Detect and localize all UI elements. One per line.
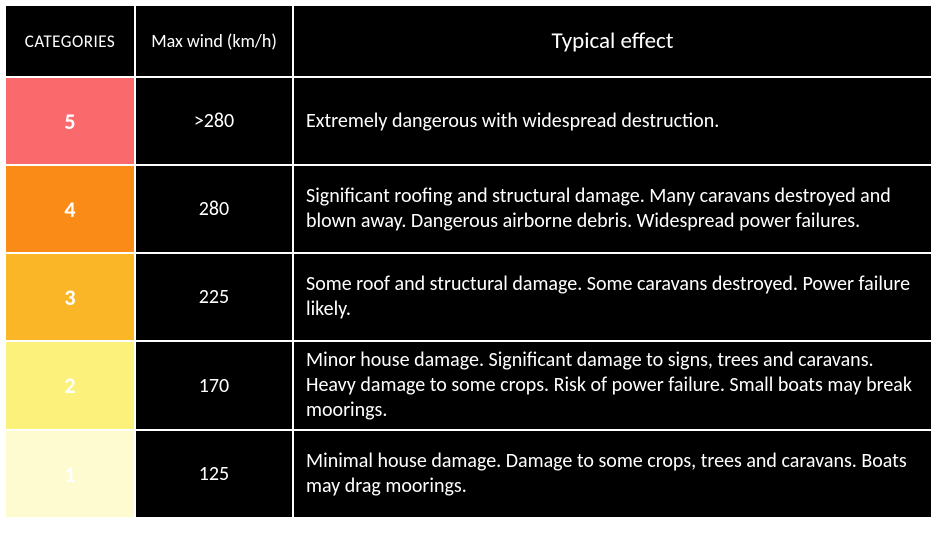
table-row: 4 280 Significant roofing and structural… <box>5 165 932 253</box>
wind-cell: >280 <box>135 77 293 165</box>
wind-cell: 280 <box>135 165 293 253</box>
wind-cell: 170 <box>135 341 293 430</box>
header-typical-effect: Typical effect <box>293 5 932 77</box>
effect-cell: Minor house damage. Significant damage t… <box>293 341 932 430</box>
header-row: CATEGORIES Max wind (km/h) Typical effec… <box>5 5 932 77</box>
table-row: 1 125 Minimal house damage. Damage to so… <box>5 430 932 518</box>
table-row: 2 170 Minor house damage. Significant da… <box>5 341 932 430</box>
wind-cell: 225 <box>135 253 293 341</box>
effect-cell: Some roof and structural damage. Some ca… <box>293 253 932 341</box>
table-row: 3 225 Some roof and structural damage. S… <box>5 253 932 341</box>
category-cell: 4 <box>5 165 135 253</box>
header-categories: CATEGORIES <box>5 5 135 77</box>
effect-cell: Minimal house damage. Damage to some cro… <box>293 430 932 518</box>
effect-cell: Extremely dangerous with widespread dest… <box>293 77 932 165</box>
effect-cell: Significant roofing and structural damag… <box>293 165 932 253</box>
header-max-wind: Max wind (km/h) <box>135 5 293 77</box>
category-cell: 3 <box>5 253 135 341</box>
table-row: 5 >280 Extremely dangerous with widespre… <box>5 77 932 165</box>
table-header: CATEGORIES Max wind (km/h) Typical effec… <box>5 5 932 77</box>
category-cell: 5 <box>5 77 135 165</box>
category-cell: 1 <box>5 430 135 518</box>
category-cell: 2 <box>5 341 135 430</box>
wind-cell: 125 <box>135 430 293 518</box>
cyclone-category-table: CATEGORIES Max wind (km/h) Typical effec… <box>4 4 933 519</box>
table-body: 5 >280 Extremely dangerous with widespre… <box>5 77 932 518</box>
